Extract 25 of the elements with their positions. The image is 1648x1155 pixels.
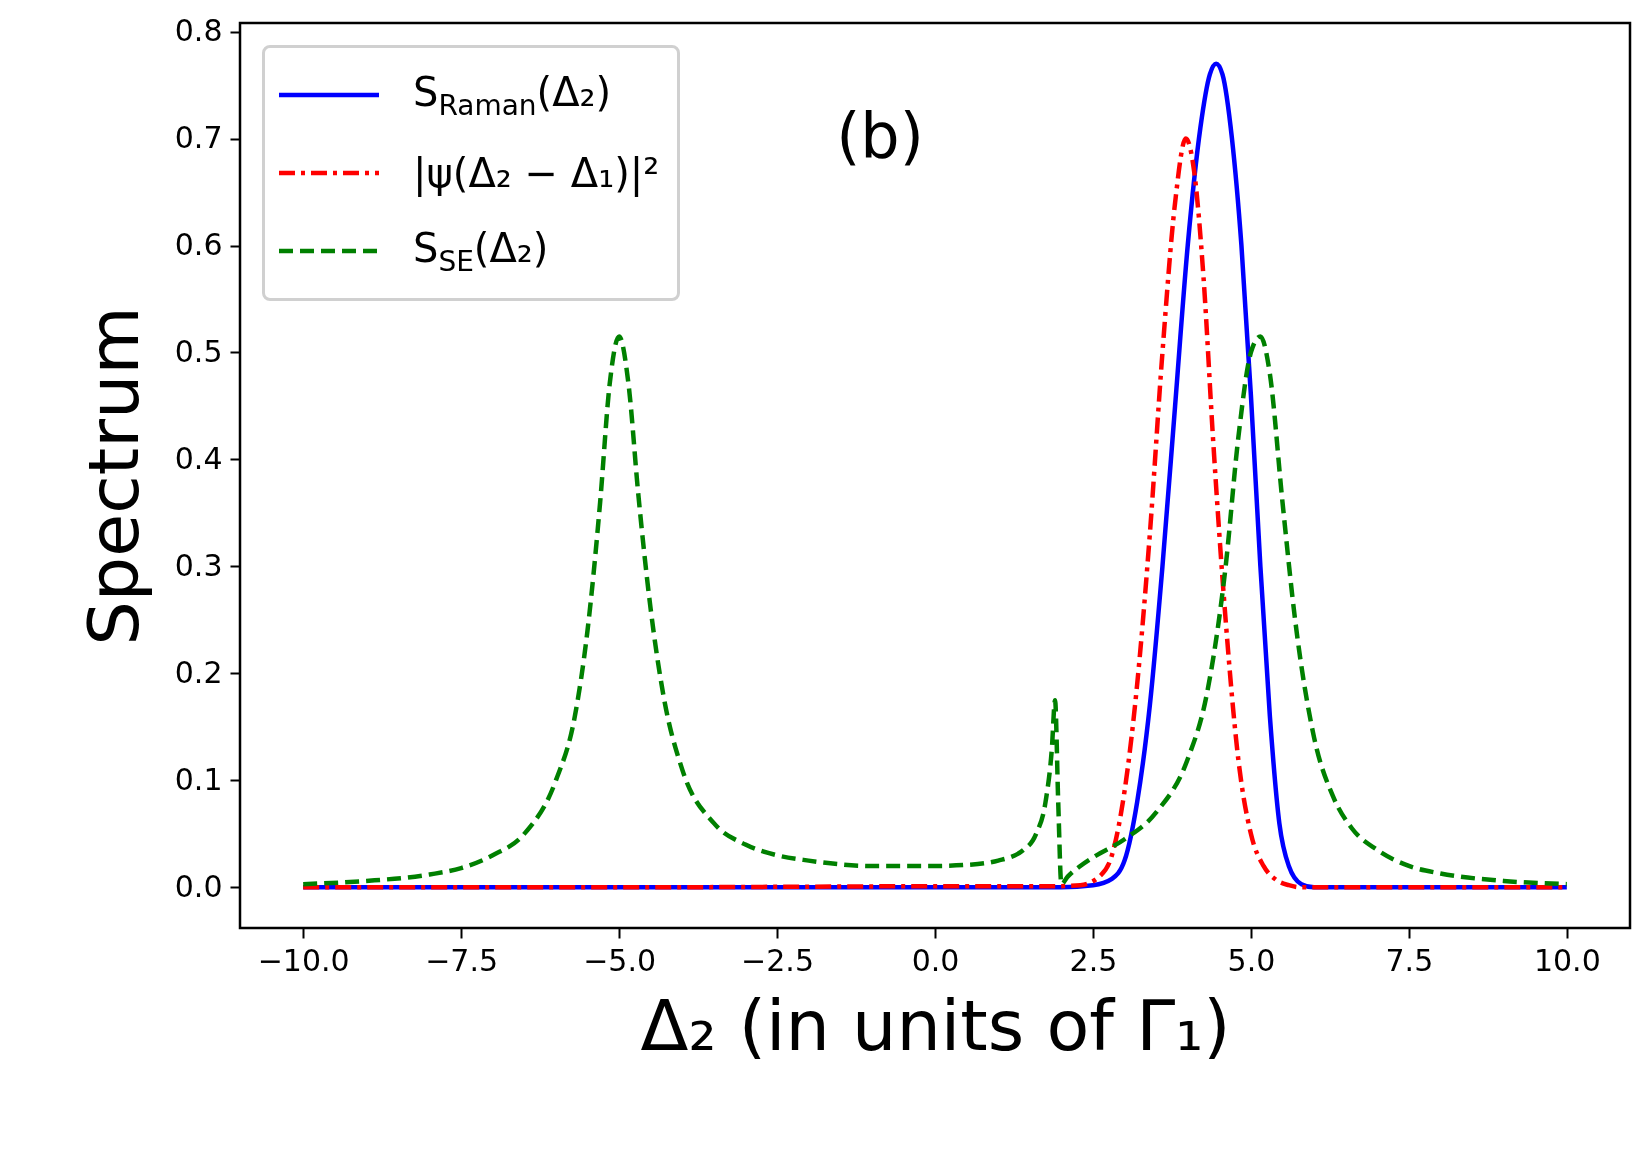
x-tick-label: 5.0	[1227, 942, 1276, 978]
legend-label: S$_{Raman}$(Δ₂)	[413, 68, 612, 122]
x-tick-label: 7.5	[1385, 942, 1434, 978]
line-series	[300, 334, 1570, 887]
annotation: (b)	[836, 99, 924, 172]
y-tick-label: 0.5	[174, 333, 223, 369]
y-tick-label: 0.3	[174, 547, 223, 583]
y-tick-label: 0.2	[174, 654, 223, 690]
x-tick-label: −10.0	[257, 942, 350, 978]
y-axis-title: Spectrum	[72, 306, 155, 646]
x-tick-label: −2.5	[741, 942, 814, 978]
y-tick-label: 0.1	[174, 761, 223, 797]
y-tick-label: 0.8	[174, 13, 223, 49]
x-tick-label: 2.5	[1069, 942, 1118, 978]
x-tick-label: 0.0	[911, 942, 960, 978]
legend-label: S$_{SE}$(Δ₂)	[413, 224, 549, 278]
x-tick-label: −5.0	[583, 942, 657, 978]
legend-label: |ψ(Δ₂ − Δ₁)|²	[413, 150, 660, 196]
y-tick-label: 0.7	[174, 120, 223, 156]
x-axis-title: Δ₂ (in units of Γ₁)	[640, 984, 1231, 1067]
y-tick-label: 0.0	[174, 868, 223, 904]
y-tick-label: 0.4	[174, 440, 223, 476]
x-tick-label: −7.5	[425, 942, 499, 978]
x-tick-label: 10.0	[1533, 942, 1601, 978]
y-tick-label: 0.6	[174, 227, 223, 263]
